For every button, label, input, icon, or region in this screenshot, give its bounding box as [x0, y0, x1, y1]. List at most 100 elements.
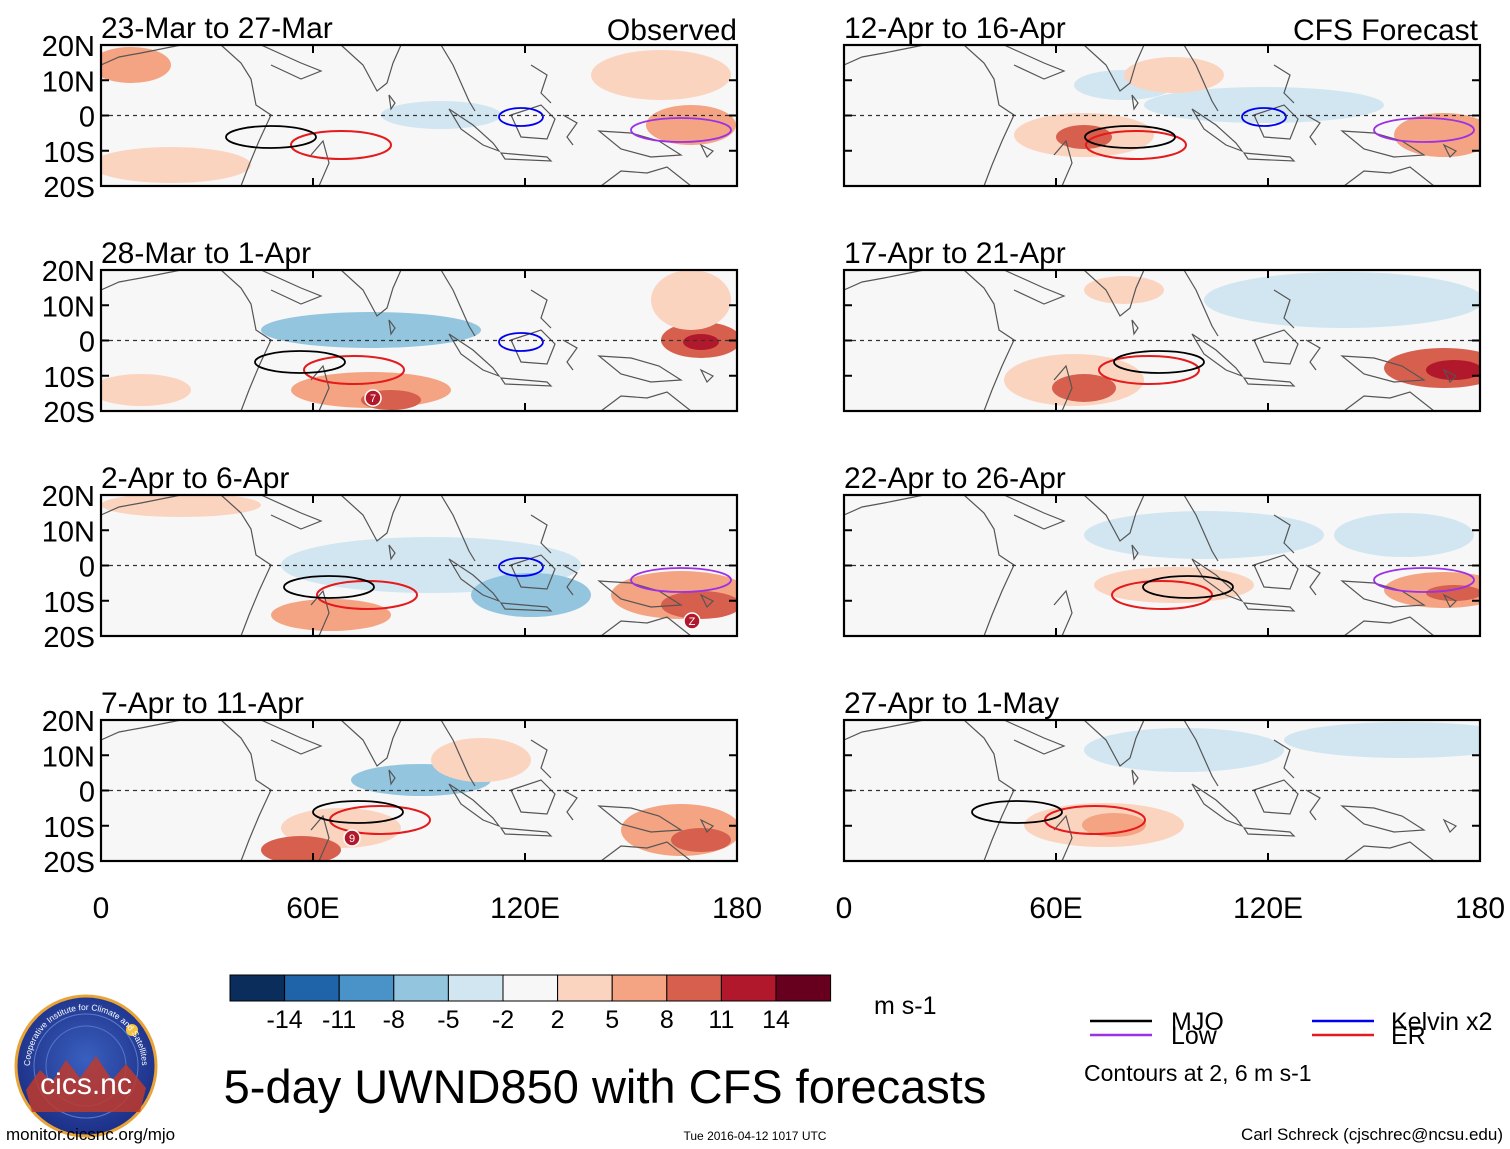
coastline [440, 270, 476, 337]
coastline [1242, 827, 1296, 837]
wind-anomaly-shading [101, 147, 251, 183]
coastline [499, 377, 553, 387]
coastline [699, 818, 715, 834]
coastline [1305, 564, 1321, 596]
coastline [1305, 789, 1321, 821]
kelvin-contour [498, 557, 544, 577]
logo-text: cics.nc [40, 1068, 132, 1101]
mjo-contour [971, 800, 1063, 824]
wind-anomaly-shading [1144, 87, 1384, 123]
wind-anomaly-shading [1094, 567, 1254, 603]
storm-marker-1: 7 [364, 389, 382, 407]
coastline [340, 495, 402, 542]
lat-label-1: 10N [42, 516, 95, 548]
colorbar-tick-5: 2 [551, 1006, 565, 1034]
coastline [101, 45, 272, 186]
storm-marker-label: 7 [370, 393, 376, 405]
coastline [1131, 319, 1139, 336]
mjo-contour [1142, 575, 1234, 599]
lon-label-left-180: 180 [712, 892, 762, 925]
wind-anomaly-shading [1426, 585, 1480, 601]
coastline [600, 166, 692, 186]
kelvin-contour [1241, 107, 1287, 127]
coastline [530, 514, 552, 554]
coastline [260, 720, 323, 755]
panel-title-8: 27-Apr to 1-May [844, 687, 1059, 720]
coastline [1253, 554, 1299, 590]
lat-label-1: 10N [42, 291, 95, 323]
coastline [310, 814, 330, 861]
coastline [1083, 45, 1145, 92]
panel-title-1: 23-Mar to 27-Mar [101, 12, 333, 45]
wind-anomaly-shading [1394, 113, 1480, 157]
coastline [844, 270, 1015, 411]
coastline [388, 544, 396, 561]
coastline [499, 152, 553, 162]
storm-marker-label: Z [689, 616, 696, 628]
wind-anomaly-shading [1084, 511, 1324, 559]
er-contour [1098, 355, 1200, 385]
wind-anomaly-shading [101, 47, 171, 83]
storm-marker-label: 9 [349, 833, 355, 845]
colorbar-swatch-5 [502, 974, 559, 1002]
storm-marker-3: 9 [343, 829, 361, 847]
coastline [1191, 333, 1244, 378]
coastline [1131, 94, 1139, 111]
lat-label-1: 10N [42, 66, 95, 98]
low-contour [1373, 117, 1475, 143]
colorbar-tick-8: 11 [708, 1006, 734, 1034]
coastline [440, 720, 476, 787]
lon-label-right-120e: 120E [1233, 892, 1303, 925]
colorbar-swatch-10 [775, 974, 832, 1002]
wind-anomaly-shading [1084, 276, 1164, 304]
mjo-contour [312, 800, 404, 824]
lat-label-3: 10S [43, 137, 95, 169]
lat-label-0: 20N [42, 706, 95, 738]
coastline [1003, 45, 1066, 80]
lat-label-0: 20N [42, 256, 95, 288]
coastline [1131, 544, 1139, 561]
lat-label-3: 10S [43, 362, 95, 394]
wind-anomaly-shading [671, 828, 731, 852]
coastline [600, 391, 692, 411]
wind-anomaly-shading [1204, 272, 1480, 328]
map-panel-8: 27-Apr to 1-May [842, 687, 1482, 863]
low-contour [630, 117, 732, 143]
coastline [1183, 495, 1219, 562]
colorbar-swatch-7 [611, 974, 668, 1002]
coastline [388, 319, 396, 336]
wind-anomaly-shading [271, 599, 391, 631]
coastline [1242, 377, 1296, 387]
map-panel-5: 12-Apr to 16-Apr CFS Forecast [842, 12, 1482, 188]
wind-anomaly-shading [683, 334, 719, 350]
er-contour [1111, 580, 1213, 610]
colorbar-swatch-9 [720, 974, 777, 1002]
coastline [260, 45, 323, 80]
wind-anomaly-shading [1124, 57, 1224, 93]
wind-anomaly-shading [1056, 125, 1112, 149]
coastline [260, 495, 323, 530]
coastline [1340, 130, 1426, 158]
footer-author: Carl Schreck (cjschrec@ncsu.edu) [1241, 1125, 1503, 1144]
wind-anomaly-shading [431, 738, 531, 782]
coastline [530, 64, 552, 104]
coastline [1305, 114, 1321, 146]
coastline [388, 94, 396, 111]
coastline [1273, 289, 1295, 329]
coastline [597, 355, 683, 383]
coastline [1343, 391, 1435, 411]
coastline [448, 108, 501, 153]
mjo-contour [225, 125, 317, 149]
map-panel-7: 22-Apr to 26-Apr [842, 462, 1482, 638]
coastline [1273, 64, 1295, 104]
coastline [844, 495, 1015, 636]
colorbar-swatch-2 [338, 974, 395, 1002]
lat-label-2: 0 [79, 102, 95, 134]
wind-anomaly-shading [101, 495, 261, 517]
lon-label-right-0: 0 [836, 892, 853, 925]
coastline [1083, 720, 1145, 767]
wind-anomaly-shading [591, 50, 731, 100]
wind-anomaly-shading [471, 573, 591, 617]
lat-label-0: 20N [42, 481, 95, 513]
